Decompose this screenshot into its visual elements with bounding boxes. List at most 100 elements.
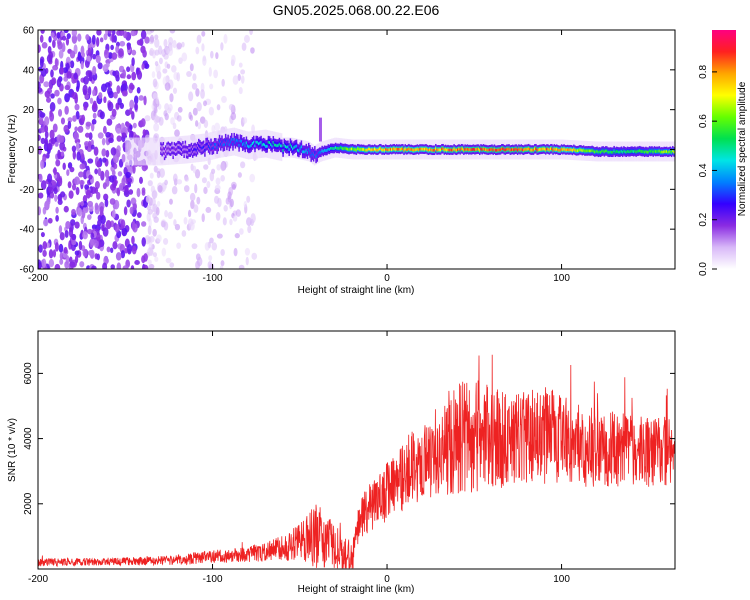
noise-blob <box>122 69 126 79</box>
noise-blob <box>147 247 154 256</box>
noise-blob <box>115 252 122 261</box>
spectrogram-x-ticks: -200 -100 0 100 <box>28 30 570 284</box>
noise-blob <box>85 121 92 127</box>
signal-band-core <box>531 148 534 152</box>
noise-blob <box>109 175 115 183</box>
signal-band-core <box>648 149 651 153</box>
signal-band-core <box>394 148 397 151</box>
noise-blob <box>71 30 78 37</box>
signal-band-core <box>559 148 562 152</box>
noise-blob <box>61 35 67 41</box>
signal-band-core <box>376 148 378 152</box>
signal-band-core <box>323 148 326 152</box>
signal-band-core <box>493 147 496 151</box>
signal-band-core <box>292 147 294 151</box>
signal-band-core <box>377 148 380 152</box>
signal-band-core <box>488 148 491 152</box>
noise-blob <box>72 150 77 160</box>
signal-band-core <box>504 148 507 152</box>
signal-band-core <box>525 147 527 151</box>
signal-band-core <box>602 149 604 153</box>
signal-band-core <box>370 148 372 152</box>
signal-band-core <box>189 149 191 153</box>
signal-band-core <box>256 140 259 144</box>
signal-band-core <box>343 147 345 150</box>
noise-blob <box>131 71 137 81</box>
signal-band-core <box>301 150 304 154</box>
noise-blob <box>111 170 116 176</box>
noise-blob <box>52 249 57 258</box>
signal-band-core <box>610 150 613 154</box>
signal-band-core <box>604 149 607 153</box>
noise-blob <box>163 39 168 48</box>
signal-band-core <box>527 147 530 151</box>
noise-blob <box>54 242 59 252</box>
noise-blob <box>90 122 95 132</box>
noise-blob <box>63 205 69 213</box>
noise-blob <box>116 85 121 94</box>
signal-band-core <box>452 148 454 152</box>
noise-blob <box>229 218 233 226</box>
noise-blob <box>250 213 256 224</box>
noise-blob <box>87 200 94 207</box>
noise-blob <box>54 263 61 269</box>
noise-blob <box>117 171 123 177</box>
signal-band-core <box>613 149 615 153</box>
signal-band-core <box>245 141 248 145</box>
signal-band-core <box>546 147 548 151</box>
noise-blob <box>220 174 225 182</box>
signal-halo <box>156 137 159 166</box>
noise-blob <box>59 232 65 241</box>
noise-blob <box>169 262 175 268</box>
signal-band-core <box>553 147 556 151</box>
noise-blob <box>183 216 188 225</box>
signal-band-core <box>253 140 255 144</box>
spectrogram-x-tick-label: 0 <box>384 273 390 284</box>
signal-band-core <box>162 147 165 150</box>
signal-band-core <box>670 150 673 154</box>
noise-blob <box>73 44 78 55</box>
noise-blob <box>78 171 84 178</box>
signal-band-core <box>482 147 485 151</box>
noise-blob <box>164 82 171 91</box>
signal-band-core <box>637 149 640 153</box>
noise-blob <box>64 84 71 91</box>
noise-blob <box>92 53 97 60</box>
noise-blob <box>50 32 55 38</box>
signal-band-core <box>503 148 505 152</box>
noise-blob <box>220 260 225 267</box>
signal-band-core <box>436 148 438 152</box>
noise-blob <box>149 30 155 33</box>
noise-blob <box>111 209 116 219</box>
noise-blob <box>153 114 159 124</box>
signal-band-core <box>169 148 172 151</box>
signal-band-core <box>476 147 479 151</box>
signal-halo <box>148 137 151 166</box>
noise-blob <box>116 187 121 197</box>
colorbar-tick-label: 0.0 <box>698 262 709 276</box>
noise-blob <box>83 206 89 214</box>
noise-blob <box>50 137 56 145</box>
noise-blob <box>131 110 135 120</box>
signal-band-core <box>580 148 582 152</box>
noise-blob <box>132 122 137 129</box>
signal-band-core <box>221 140 223 144</box>
signal-halo <box>136 137 138 166</box>
noise-blob <box>216 104 221 111</box>
noise-blob <box>172 87 178 94</box>
signal-band-core <box>320 150 322 154</box>
signal-band-core <box>608 150 611 154</box>
snr-frame <box>37 330 676 570</box>
noise-blob <box>142 129 147 136</box>
signal-band-core <box>588 149 591 153</box>
signal-band-core <box>369 147 371 151</box>
signal-band-core <box>458 147 460 151</box>
noise-blob <box>74 221 80 229</box>
noise-blob <box>189 192 196 202</box>
noise-blob <box>130 30 137 37</box>
signal-band-core <box>547 147 549 151</box>
signal-band-core <box>509 148 512 152</box>
noise-blob <box>141 63 145 70</box>
signal-band-core <box>410 148 413 151</box>
noise-blob <box>78 240 83 251</box>
